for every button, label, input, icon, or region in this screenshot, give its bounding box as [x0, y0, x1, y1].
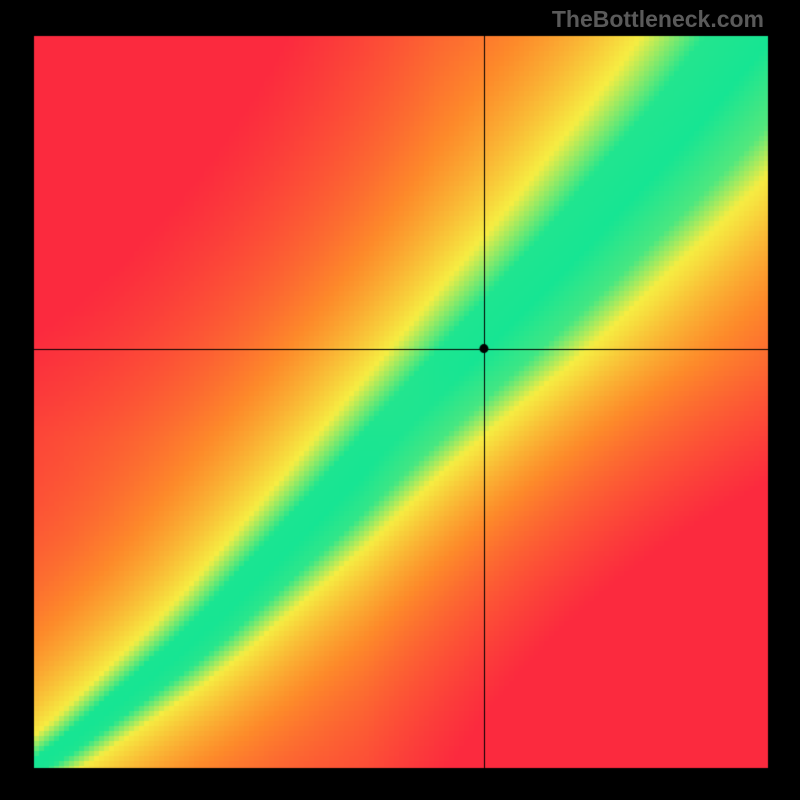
- chart-container: TheBottleneck.com: [0, 0, 800, 800]
- watermark-text: TheBottleneck.com: [552, 6, 764, 33]
- heatmap-canvas: [0, 0, 800, 800]
